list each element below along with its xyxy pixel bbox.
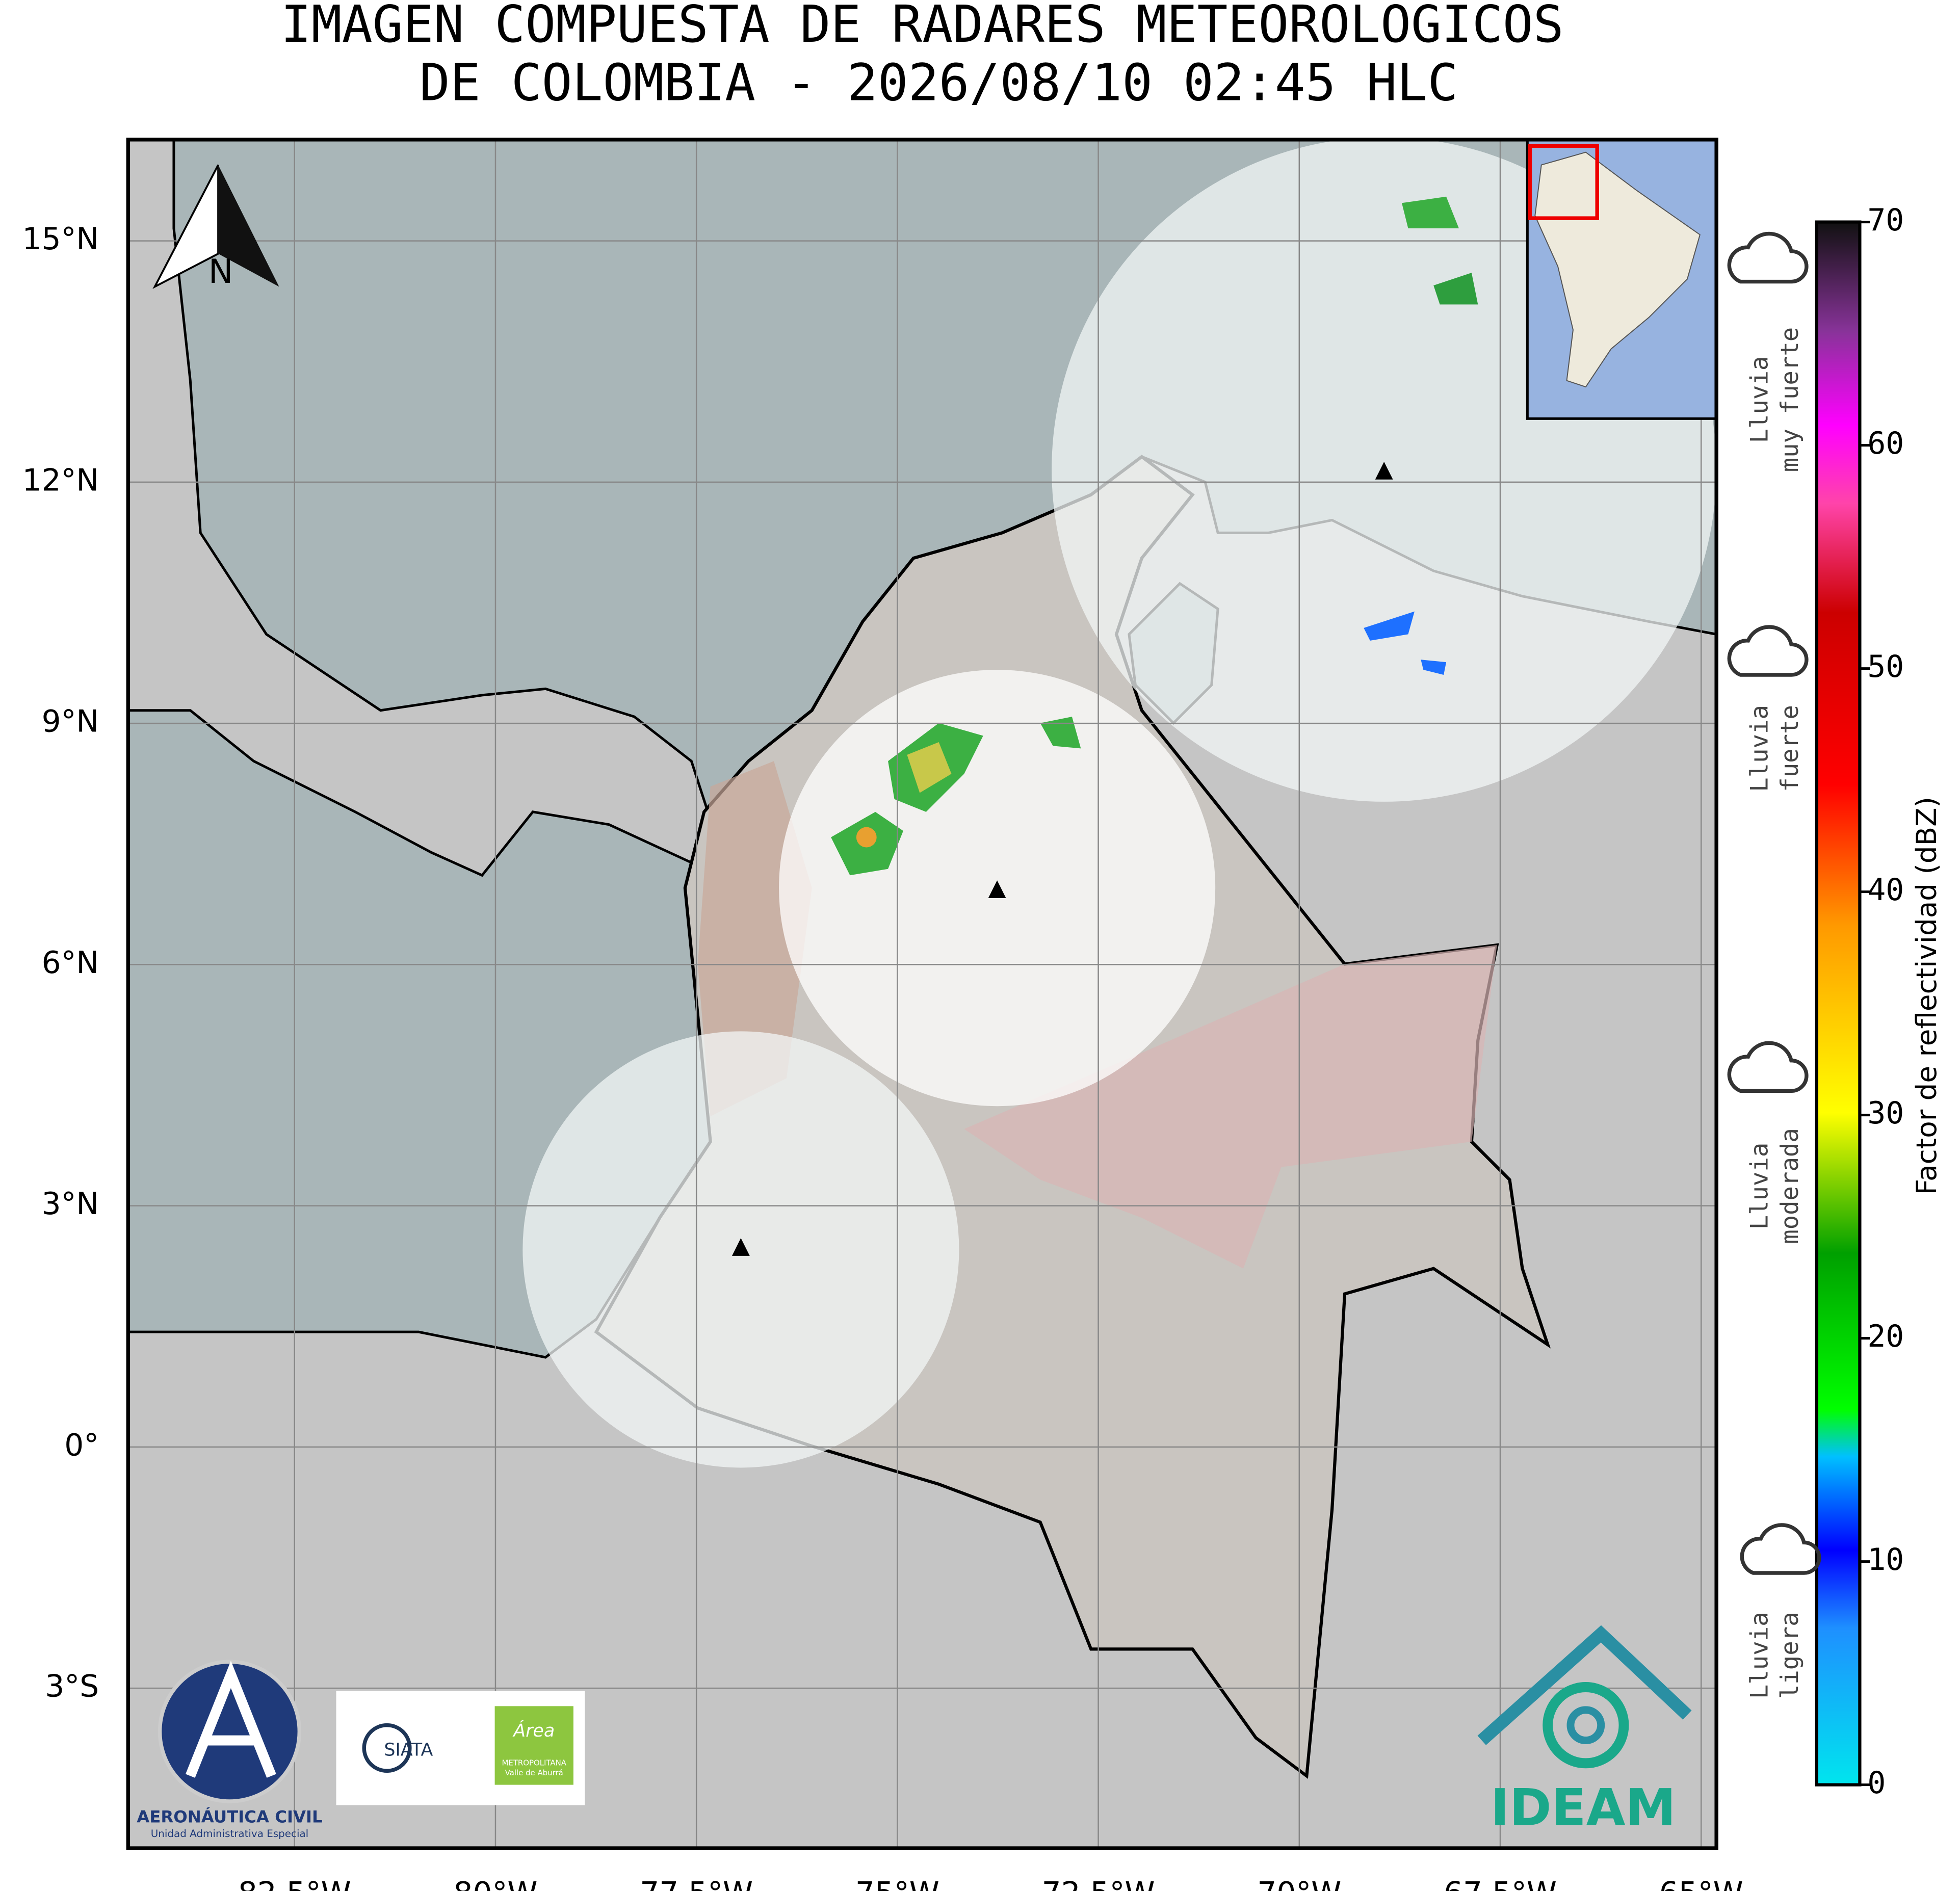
rain-echo (1040, 717, 1081, 749)
radar-site (1375, 461, 1393, 480)
radar-site (988, 880, 1006, 899)
rain-echo (1401, 196, 1459, 229)
colorbar-tick-label: 70 (1867, 203, 1904, 238)
inset-map (1526, 139, 1717, 420)
title-line: DE COLOMBIA - 2026/08/10 02:45 HLC (420, 54, 1458, 113)
central-america (128, 139, 710, 877)
colorbar-tick-label: 10 (1867, 1542, 1904, 1578)
logo-aeronautica: AERONÁUTICA CIVIL Unidad Administrativa … (137, 1660, 323, 1840)
intensity-label: Lluvia (1745, 356, 1773, 443)
y-tick-label: 3°S (45, 1669, 99, 1704)
logo-text: Valle de Aburrá (505, 1768, 563, 1777)
intensity-label: muy fuerte (1776, 327, 1804, 472)
x-tick-label: 80°W (454, 1876, 538, 1891)
grid (128, 139, 1717, 1849)
y-tick-label: 3°N (42, 1187, 99, 1222)
rain-echo (856, 827, 877, 848)
y-tick-label: 12°N (22, 463, 99, 498)
logo-text: AERONÁUTICA CIVIL (137, 1807, 322, 1826)
x-tick-label: 72.5°W (1042, 1876, 1155, 1891)
risk-zone (964, 945, 1497, 1269)
intensity-label: Lluvia (1745, 1612, 1773, 1699)
compass-label: N (208, 253, 233, 291)
y-tick-label: 0° (64, 1428, 99, 1463)
intensity-label: ligera (1776, 1612, 1804, 1699)
x-tick-label: 65°W (1659, 1876, 1743, 1891)
logo-text: SIATA (384, 1740, 433, 1760)
logo-ideam: IDEAM (1477, 1625, 1692, 1837)
y-tick-label: 15°N (22, 222, 99, 257)
logo-text: IDEAM (1491, 1779, 1676, 1837)
logo-text: Unidad Administrativa Especial (151, 1828, 308, 1840)
colorbar-tick-label: 30 (1867, 1096, 1904, 1131)
colorbar-tick-label: 0 (1867, 1766, 1886, 1801)
logo-text: METROPOLITANA (502, 1758, 566, 1767)
x-tick-label: 70°W (1257, 1876, 1341, 1891)
colorbar-label: Factor de reflectividad (dBZ) (1910, 797, 1943, 1195)
rain-echo (1433, 273, 1478, 305)
radar-site (731, 1238, 750, 1256)
colorbar-tick-label: 20 (1867, 1319, 1904, 1354)
x-tick-label: 82.5°W (238, 1876, 351, 1891)
colorbar-tick-label: 50 (1867, 649, 1904, 685)
weather-icons (1727, 231, 1821, 1575)
y-tick-label: 6°N (42, 946, 99, 981)
rain-echo (1421, 660, 1447, 675)
map-area: N AERONÁUTICA CIVIL Unidad Administrativ… (128, 139, 1717, 1849)
colorbar-tick-label: 60 (1867, 426, 1904, 461)
logo-text: Área (512, 1720, 555, 1741)
rain-echo (1364, 611, 1415, 641)
rain-echo (907, 742, 952, 793)
intensity-label: fuerte (1776, 705, 1804, 792)
colorbar-tick-label: 40 (1867, 873, 1904, 908)
x-tick-label: 75°W (855, 1876, 939, 1891)
colorbar-scale (1815, 220, 1862, 1787)
logo-siata-area: SIATA Área METROPOLITANA Valle de Aburrá (336, 1691, 585, 1805)
x-tick-label: 77.5°W (640, 1876, 753, 1891)
title-line: IMAGEN COMPUESTA DE RADARES METEOROLOGIC… (281, 0, 1564, 54)
x-tick-label: 67.5°W (1444, 1876, 1557, 1891)
map-frame (126, 138, 1718, 1850)
intensity-label: Lluvia (1745, 705, 1773, 792)
colorbar: 0 10 20 30 40 50 60 70 (1815, 203, 1904, 1801)
intensity-label: moderada (1776, 1128, 1804, 1244)
y-tick-label: 9°N (42, 704, 99, 740)
intensity-label: Lluvia (1745, 1143, 1773, 1230)
